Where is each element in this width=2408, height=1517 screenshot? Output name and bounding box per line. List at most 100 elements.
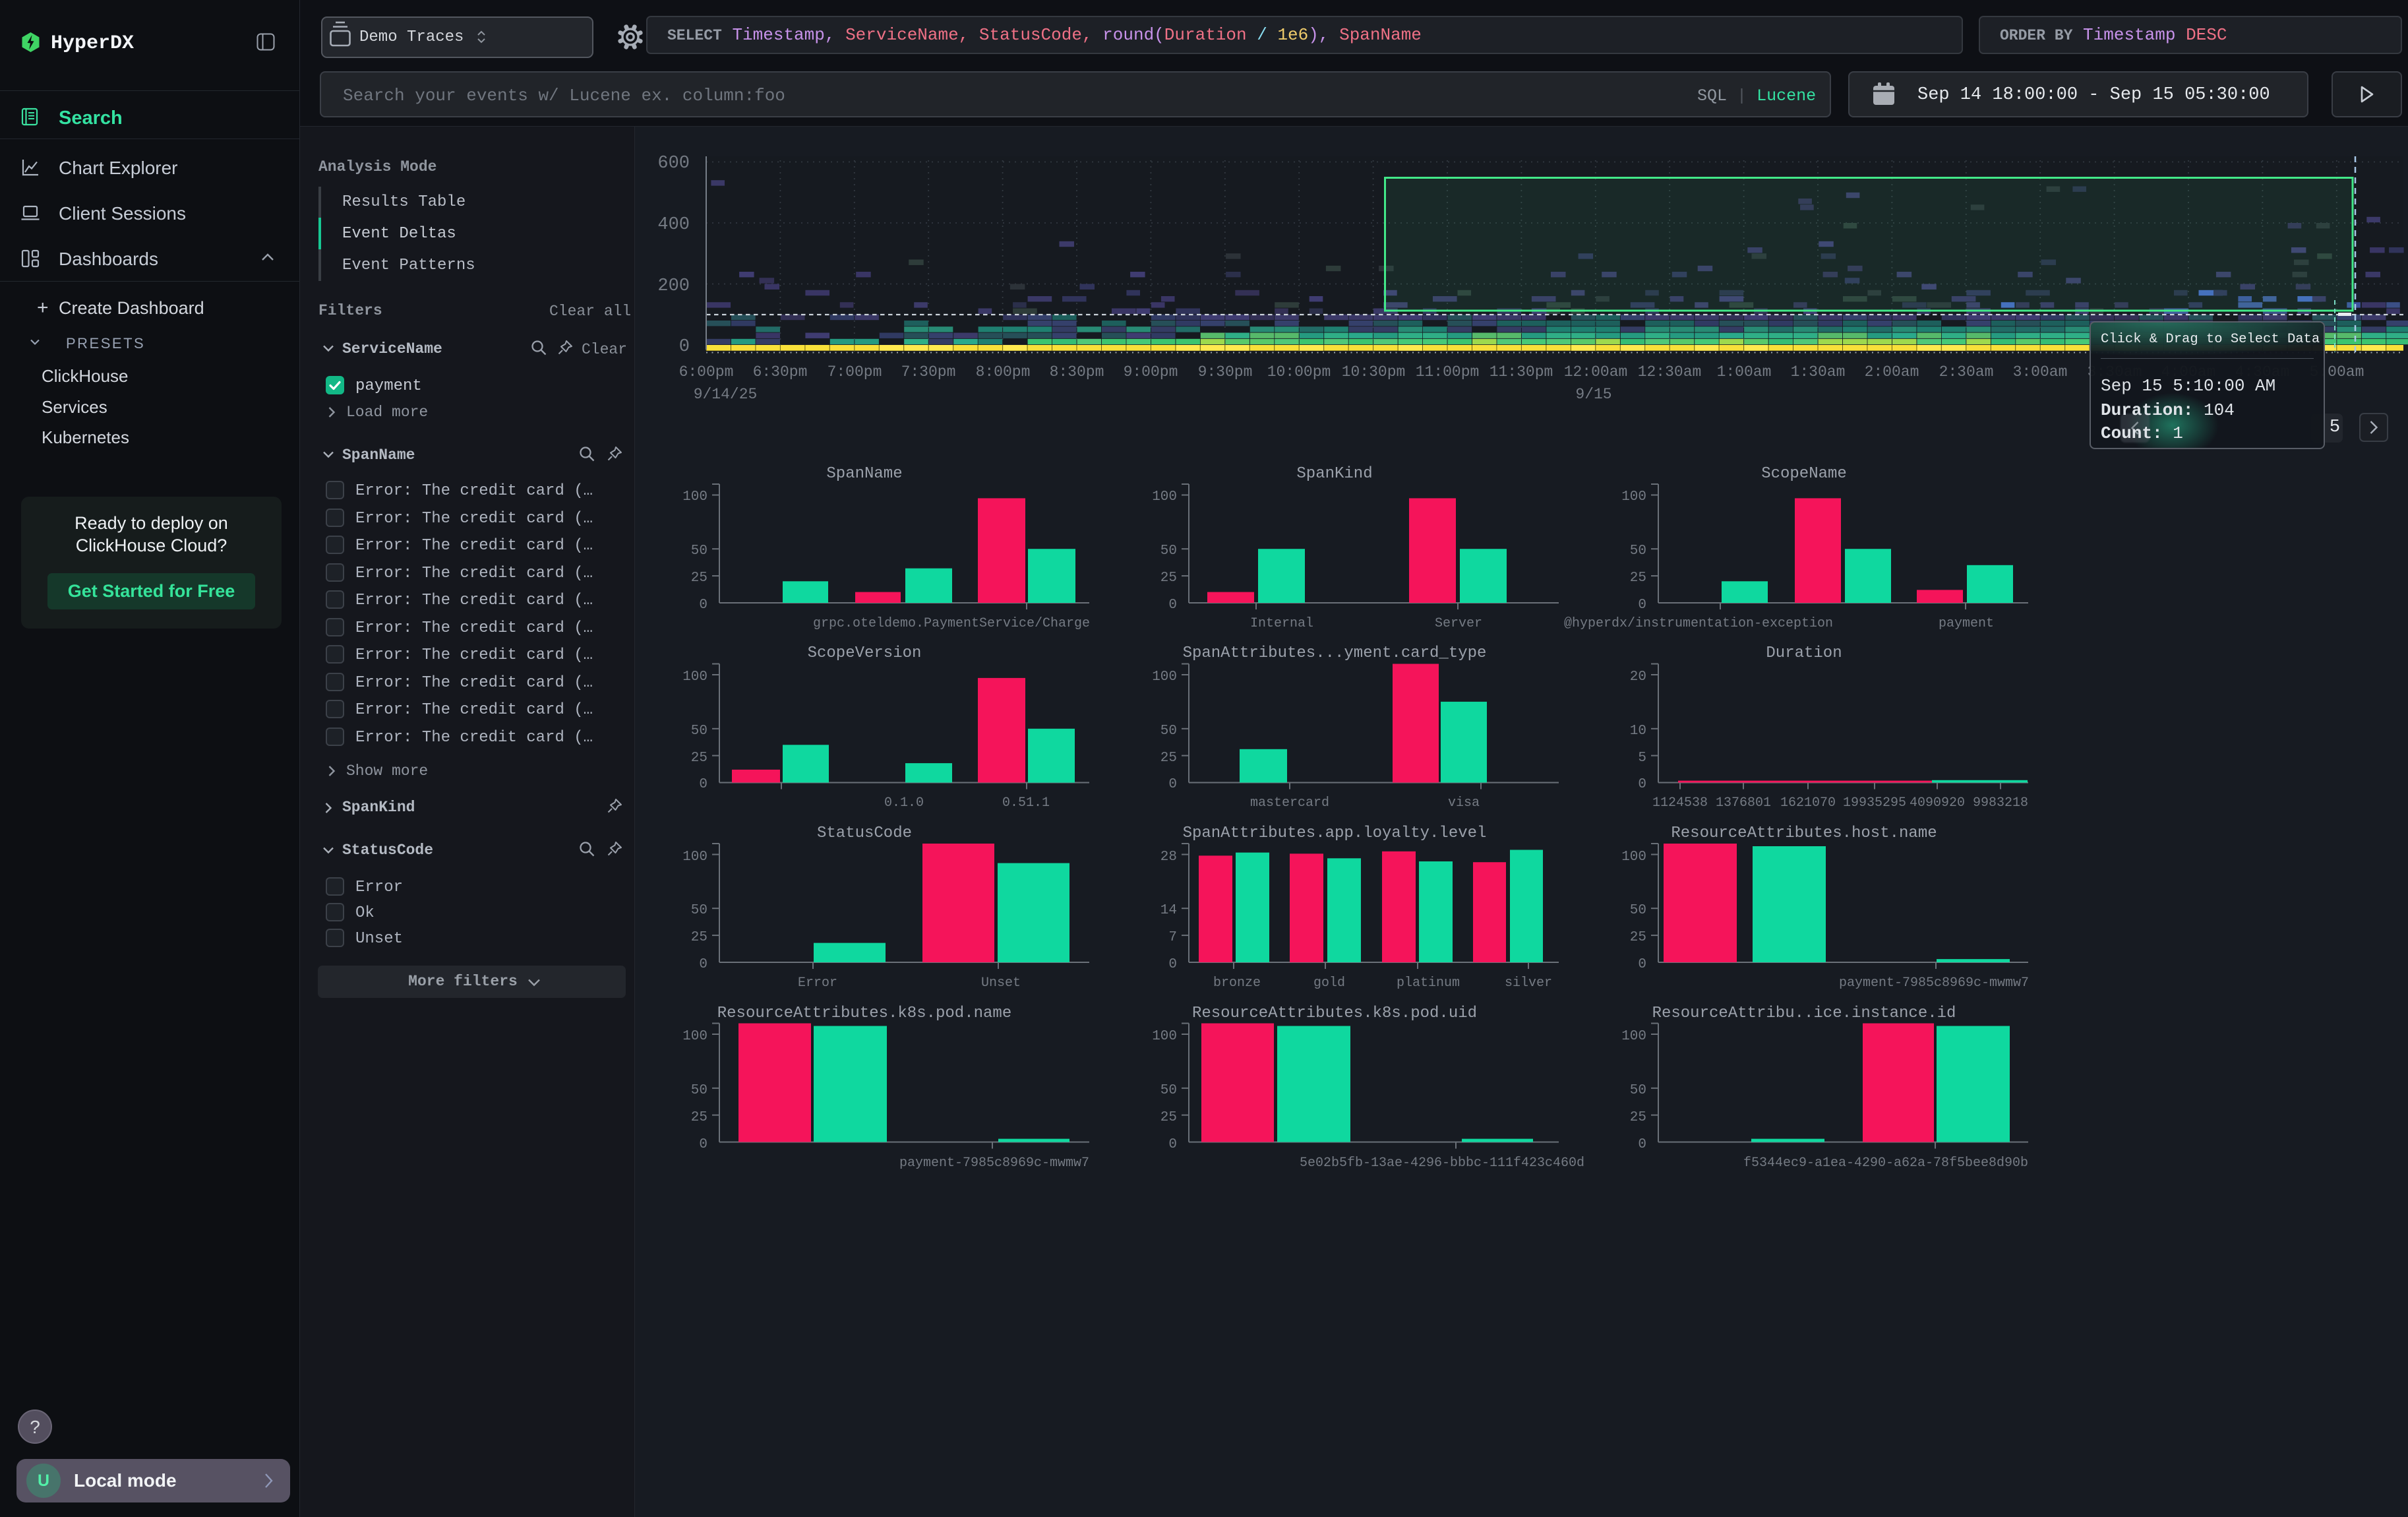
svg-text:0: 0 bbox=[1638, 957, 1646, 972]
svg-text:ResourceAttribu..ice.instance.: ResourceAttribu..ice.instance.id bbox=[1652, 1005, 1956, 1022]
svg-text:25: 25 bbox=[691, 930, 707, 945]
svg-text:28: 28 bbox=[1160, 850, 1177, 865]
svg-text:50: 50 bbox=[1630, 543, 1646, 559]
svg-text:100: 100 bbox=[1152, 1029, 1177, 1044]
svg-text:10:30pm: 10:30pm bbox=[1342, 363, 1406, 381]
svg-text:5: 5 bbox=[1638, 751, 1646, 766]
svg-text:8:00pm: 8:00pm bbox=[976, 363, 1031, 381]
svg-text:2:30am: 2:30am bbox=[1939, 363, 1994, 381]
svg-text:0: 0 bbox=[1168, 957, 1177, 972]
svg-text:mastercard: mastercard bbox=[1250, 795, 1329, 811]
svg-text:grpc.oteldemo.PaymentService/C: grpc.oteldemo.PaymentService/Charge bbox=[813, 616, 1090, 631]
svg-text:100: 100 bbox=[1621, 489, 1646, 505]
svg-text:9:30pm: 9:30pm bbox=[1198, 363, 1253, 381]
svg-text:100: 100 bbox=[1621, 1029, 1646, 1044]
svg-text:ResourceAttributes.k8s.pod.nam: ResourceAttributes.k8s.pod.name bbox=[717, 1005, 1011, 1022]
svg-text:600: 600 bbox=[657, 154, 690, 173]
svg-text:50: 50 bbox=[691, 724, 707, 739]
svg-text:Duration: Duration bbox=[1766, 644, 1842, 662]
svg-text:12:30am: 12:30am bbox=[1638, 363, 1702, 381]
svg-text:0: 0 bbox=[1168, 598, 1177, 613]
svg-text:9/14/25: 9/14/25 bbox=[694, 386, 758, 403]
svg-text:1621070: 1621070 bbox=[1780, 795, 1836, 811]
svg-text:100: 100 bbox=[1621, 850, 1646, 865]
svg-text:1:30am: 1:30am bbox=[1791, 363, 1846, 381]
svg-text:ResourceAttributes.host.name: ResourceAttributes.host.name bbox=[1671, 824, 1937, 842]
svg-text:11:30pm: 11:30pm bbox=[1490, 363, 1553, 381]
svg-text:200: 200 bbox=[657, 276, 690, 296]
svg-text:1376801: 1376801 bbox=[1716, 795, 1771, 811]
svg-text:7: 7 bbox=[1168, 930, 1177, 945]
svg-text:6:30pm: 6:30pm bbox=[753, 363, 808, 381]
svg-text:50: 50 bbox=[1160, 543, 1177, 559]
svg-text:payment-7985c8969c-mwmw7: payment-7985c8969c-mwmw7 bbox=[899, 1156, 1089, 1171]
svg-text:0: 0 bbox=[1638, 598, 1646, 613]
svg-text:12:00am: 12:00am bbox=[1564, 363, 1628, 381]
svg-text:100: 100 bbox=[682, 1029, 707, 1044]
svg-text:SpanAttributes.app.loyalty.lev: SpanAttributes.app.loyalty.level bbox=[1183, 824, 1487, 842]
svg-text:6:00pm: 6:00pm bbox=[679, 363, 734, 381]
svg-text:0: 0 bbox=[699, 957, 707, 972]
svg-text:25: 25 bbox=[691, 1110, 707, 1125]
svg-text:100: 100 bbox=[682, 489, 707, 505]
svg-text:Internal: Internal bbox=[1250, 616, 1313, 631]
svg-text:0: 0 bbox=[1168, 1137, 1177, 1152]
svg-text:9/15: 9/15 bbox=[1575, 386, 1611, 403]
svg-text:1:00am: 1:00am bbox=[1717, 363, 1772, 381]
svg-text:0.51.1: 0.51.1 bbox=[1002, 795, 1050, 811]
svg-text:5e02b5fb-13ae-4296-bbbc-111f42: 5e02b5fb-13ae-4296-bbbc-111f423c460d bbox=[1300, 1156, 1584, 1171]
svg-text:Unset: Unset bbox=[981, 975, 1021, 991]
svg-text:25: 25 bbox=[1630, 1110, 1646, 1125]
svg-text:50: 50 bbox=[691, 1083, 707, 1098]
svg-text:100: 100 bbox=[1152, 669, 1177, 685]
svg-text:gold: gold bbox=[1313, 975, 1345, 991]
svg-text:10: 10 bbox=[1630, 724, 1646, 739]
svg-text:@hyperdx/instrumentation-excep: @hyperdx/instrumentation-exception bbox=[1564, 616, 1833, 631]
svg-text:9:00pm: 9:00pm bbox=[1124, 363, 1178, 381]
svg-text:ResourceAttributes.k8s.pod.uid: ResourceAttributes.k8s.pod.uid bbox=[1192, 1005, 1477, 1022]
svg-text:400: 400 bbox=[657, 215, 690, 235]
svg-text:0: 0 bbox=[699, 777, 707, 792]
svg-text:payment-7985c8969c-mwmw7: payment-7985c8969c-mwmw7 bbox=[1839, 975, 2029, 991]
svg-text:1124538: 1124538 bbox=[1652, 795, 1708, 811]
svg-text:10:00pm: 10:00pm bbox=[1267, 363, 1331, 381]
svg-text:0: 0 bbox=[1638, 1137, 1646, 1152]
svg-text:25: 25 bbox=[691, 571, 707, 586]
svg-text:f5344ec9-a1ea-4290-a62a-78f5be: f5344ec9-a1ea-4290-a62a-78f5bee8d90b bbox=[1743, 1156, 2028, 1171]
svg-text:20: 20 bbox=[1630, 669, 1646, 685]
svg-text:StatusCode: StatusCode bbox=[817, 824, 912, 842]
svg-text:0: 0 bbox=[699, 598, 707, 613]
svg-text:3:00am: 3:00am bbox=[2013, 363, 2068, 381]
svg-text:50: 50 bbox=[1630, 903, 1646, 918]
svg-text:4090920: 4090920 bbox=[1910, 795, 1965, 811]
svg-text:2:00am: 2:00am bbox=[1865, 363, 1919, 381]
svg-text:100: 100 bbox=[682, 850, 707, 865]
svg-text:25: 25 bbox=[691, 751, 707, 766]
svg-text:8:30pm: 8:30pm bbox=[1050, 363, 1104, 381]
svg-text:50: 50 bbox=[691, 903, 707, 918]
svg-text:ScopeVersion: ScopeVersion bbox=[808, 644, 922, 662]
svg-text:0: 0 bbox=[699, 1137, 707, 1152]
svg-text:7:30pm: 7:30pm bbox=[901, 363, 956, 381]
svg-text:19935295: 19935295 bbox=[1843, 795, 1906, 811]
svg-text:0: 0 bbox=[1638, 777, 1646, 792]
svg-text:0: 0 bbox=[1168, 777, 1177, 792]
svg-text:100: 100 bbox=[682, 669, 707, 685]
svg-text:SpanKind: SpanKind bbox=[1296, 465, 1372, 483]
svg-text:11:00pm: 11:00pm bbox=[1416, 363, 1480, 381]
svg-text:0.1.0: 0.1.0 bbox=[884, 795, 924, 811]
svg-text:25: 25 bbox=[1160, 751, 1177, 766]
svg-text:visa: visa bbox=[1448, 795, 1480, 811]
svg-text:9983218: 9983218 bbox=[1973, 795, 2028, 811]
svg-text:50: 50 bbox=[1630, 1083, 1646, 1098]
svg-text:ScopeName: ScopeName bbox=[1761, 465, 1847, 483]
svg-text:0: 0 bbox=[679, 337, 690, 357]
svg-text:7:00pm: 7:00pm bbox=[828, 363, 882, 381]
svg-text:50: 50 bbox=[691, 543, 707, 559]
svg-text:50: 50 bbox=[1160, 724, 1177, 739]
svg-text:Server: Server bbox=[1435, 616, 1482, 631]
svg-text:25: 25 bbox=[1630, 930, 1646, 945]
svg-text:25: 25 bbox=[1160, 1110, 1177, 1125]
svg-text:Error: Error bbox=[798, 975, 837, 991]
svg-text:payment: payment bbox=[1939, 616, 1994, 631]
